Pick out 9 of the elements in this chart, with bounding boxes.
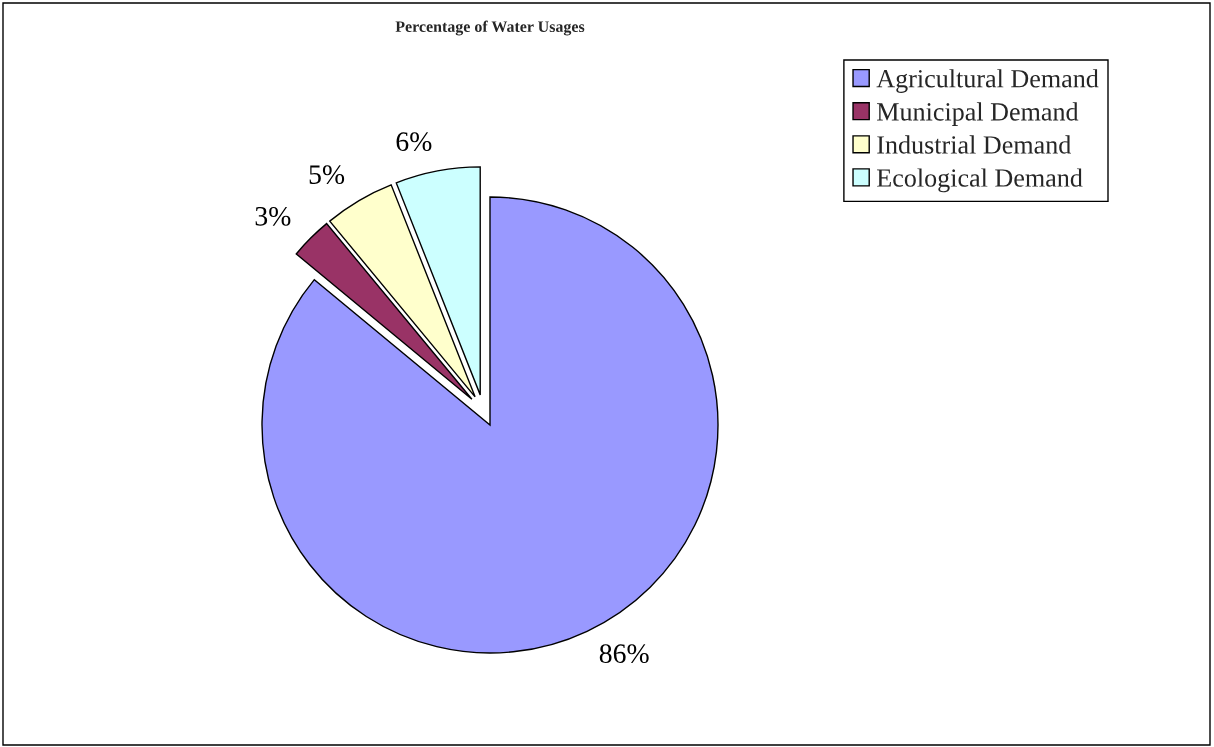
data-label: 86% bbox=[599, 644, 649, 664]
legend-label: Municipal Demand bbox=[877, 102, 1079, 126]
legend-label: Ecological Demand bbox=[877, 168, 1083, 193]
data-label: 5% bbox=[309, 165, 345, 185]
data-label: 6% bbox=[396, 132, 432, 152]
legend-label: Industrial Demand bbox=[877, 135, 1071, 154]
data-label: 3% bbox=[255, 206, 291, 226]
chart-title: Percentage of Water Usages bbox=[395, 20, 585, 36]
legend-label: Agricultural Demand bbox=[876, 69, 1099, 93]
